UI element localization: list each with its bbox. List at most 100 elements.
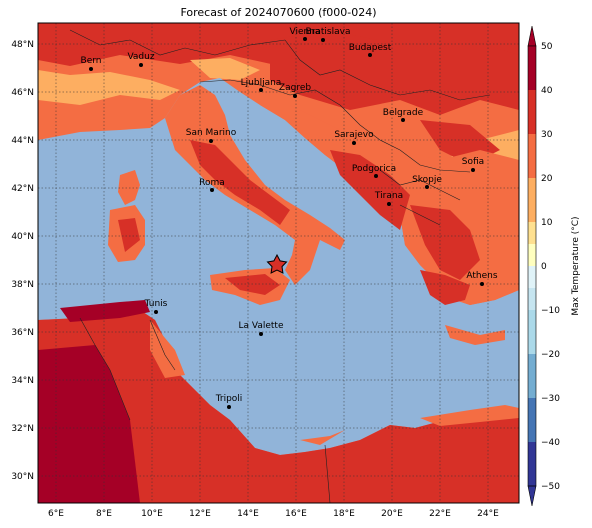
colorbar-swatch xyxy=(528,244,536,266)
lat-label: 34°N xyxy=(11,376,34,386)
temp-zone-extreme-tunisia xyxy=(60,300,150,322)
temp-zone-mild-alps-east xyxy=(190,58,260,80)
greece-hot-core xyxy=(410,205,480,280)
city-markers: Bern Vaduz Vienna Bratislava Budapest Lj… xyxy=(81,27,498,409)
city-dot xyxy=(154,310,158,314)
lon-label: 10°E xyxy=(141,509,163,519)
colorbar-tick: 0 xyxy=(541,262,547,272)
lon-label: 22°E xyxy=(429,509,451,519)
colorbar-tick: 30 xyxy=(541,130,553,140)
lon-label: 24°E xyxy=(477,509,499,519)
city-label: Budapest xyxy=(349,43,392,53)
colorbar-tick: −40 xyxy=(541,438,560,448)
colorbar-swatch xyxy=(528,288,536,310)
colorbar-swatch xyxy=(528,442,536,486)
colorbar-swatch xyxy=(528,354,536,398)
sardinia-hot xyxy=(118,218,140,252)
colorbar-tick: −30 xyxy=(541,394,560,404)
colorbar-tick: −50 xyxy=(541,482,560,492)
peloponnese xyxy=(420,270,470,305)
city-dot xyxy=(352,141,356,145)
lat-label: 48°N xyxy=(11,40,34,50)
city-dot xyxy=(259,332,263,336)
colorbar-tick: 50 xyxy=(541,42,553,52)
map-frame xyxy=(37,22,520,504)
city-dot xyxy=(259,88,263,92)
lon-label: 12°E xyxy=(189,509,211,519)
city-dot xyxy=(387,202,391,206)
crete xyxy=(445,325,505,345)
city-label: Podgorica xyxy=(352,164,396,174)
colorbar-bottom-extend xyxy=(527,485,537,507)
city-dot xyxy=(303,37,307,41)
tunisia-coastal-warm xyxy=(150,320,185,378)
temp-zone-hot-pannonia xyxy=(270,30,519,115)
lon-label: 16°E xyxy=(285,509,307,519)
city-dot xyxy=(321,38,325,42)
lon-label: 20°E xyxy=(381,509,403,519)
lat-label: 42°N xyxy=(11,184,34,194)
colorbar-swatch xyxy=(528,178,536,222)
colorbar-tick: 10 xyxy=(541,218,553,228)
lat-label: 44°N xyxy=(11,136,34,146)
colorbar-swatch xyxy=(528,310,536,354)
map-title: Forecast of 2024070600 (f000-024) xyxy=(180,6,377,19)
colorbar-swatch xyxy=(528,46,536,90)
city-label: Sofia xyxy=(462,157,484,167)
city-label: Tunis xyxy=(144,299,168,309)
corsica xyxy=(118,170,140,205)
city-dot xyxy=(480,282,484,286)
city-dot xyxy=(89,67,93,71)
city-label: Sarajevo xyxy=(334,130,374,140)
city-label: Skopje xyxy=(412,175,442,185)
city-label: La Valette xyxy=(239,321,284,331)
city-label: Bern xyxy=(81,56,102,66)
country-borders xyxy=(69,29,491,503)
city-label: Vienna xyxy=(290,27,321,37)
colorbar-swatch xyxy=(528,266,536,288)
city-dot xyxy=(210,188,214,192)
lon-label: 18°E xyxy=(333,509,355,519)
city-label: Roma xyxy=(199,178,225,188)
colorbar-frame xyxy=(527,45,537,487)
lat-axis: 48°N 46°N 44°N 42°N 40°N 38°N 36°N 34°N … xyxy=(11,40,34,482)
sicily-hot xyxy=(225,274,280,295)
lat-label: 46°N xyxy=(11,88,34,98)
city-label: Athens xyxy=(466,271,497,281)
city-label: Tripoli xyxy=(215,394,243,404)
city-dot xyxy=(471,168,475,172)
colorbar-label: Max Temperature (°C) xyxy=(571,216,581,315)
lat-label: 38°N xyxy=(11,280,34,290)
city-label: Vaduz xyxy=(127,52,154,62)
colorbar-top-extend xyxy=(527,25,537,47)
city-dot xyxy=(425,185,429,189)
lat-label: 32°N xyxy=(11,424,34,434)
colorbar-tick: 40 xyxy=(541,86,553,96)
star-marker-icon xyxy=(266,253,288,274)
colorbar-swatch xyxy=(528,90,536,134)
lon-label: 8°E xyxy=(96,509,112,519)
colorbar-swatch xyxy=(528,134,536,178)
city-label: Bratislava xyxy=(306,27,351,37)
temp-zone-mild-alps-west xyxy=(38,70,180,105)
colorbar: 50 40 30 20 10 0 −10 −20 −30 −40 −50 Max… xyxy=(527,25,581,507)
city-dot xyxy=(209,139,213,143)
city-label: Belgrade xyxy=(383,108,424,118)
city-dot xyxy=(374,174,378,178)
colorbar-swatch xyxy=(528,222,536,244)
city-label: Tirana xyxy=(374,191,403,201)
city-dot xyxy=(139,63,143,67)
city-dot xyxy=(368,53,372,57)
colorbar-tick: −10 xyxy=(541,306,560,316)
lat-label: 36°N xyxy=(11,328,34,338)
city-label: Ljubljana xyxy=(241,78,282,88)
lat-label: 40°N xyxy=(11,232,34,242)
lon-label: 14°E xyxy=(237,509,259,519)
cyrenaica-coastal-warm xyxy=(420,405,519,426)
lon-label: 6°E xyxy=(48,509,64,519)
italy-hot-core xyxy=(190,140,290,225)
colorbar-tick: 20 xyxy=(541,174,553,184)
city-dot xyxy=(227,405,231,409)
temp-zone-extreme-algeria xyxy=(38,345,140,503)
